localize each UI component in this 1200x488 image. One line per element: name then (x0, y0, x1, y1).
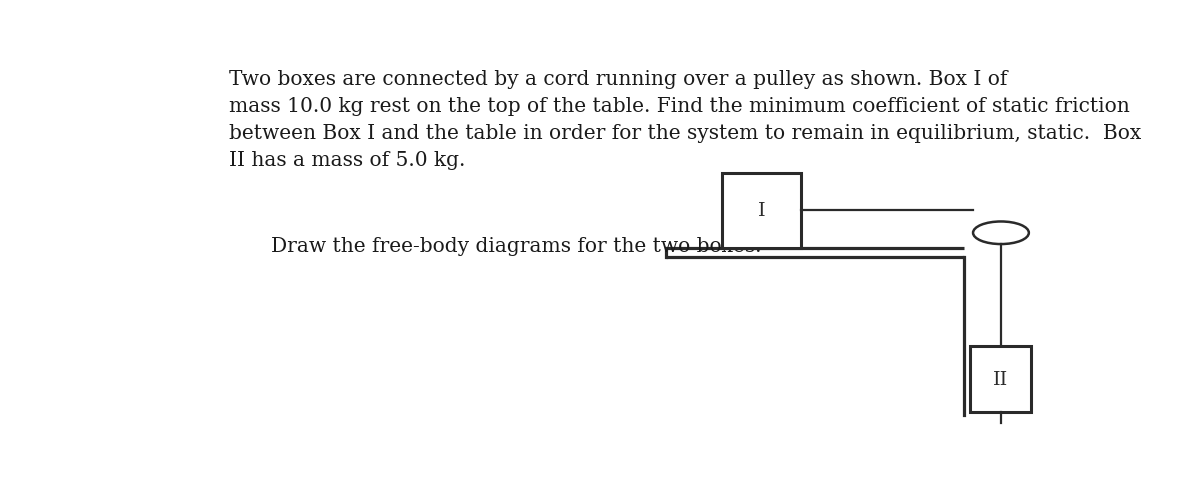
Bar (971, 346, 1031, 412)
Text: between Box I and the table in order for the system to remain in equilibrium, st: between Box I and the table in order for… (229, 124, 1141, 143)
Text: II: II (992, 370, 1008, 388)
Text: I: I (757, 202, 766, 220)
Bar (722, 173, 802, 248)
Text: II has a mass of 5.0 kg.: II has a mass of 5.0 kg. (229, 151, 466, 170)
Text: mass 10.0 kg rest on the top of the table. Find the minimum coefficient of stati: mass 10.0 kg rest on the top of the tabl… (229, 97, 1130, 116)
Text: Draw the free-body diagrams for the two boxes.: Draw the free-body diagrams for the two … (271, 237, 762, 256)
Text: Two boxes are connected by a cord running over a pulley as shown. Box I of: Two boxes are connected by a cord runnin… (229, 70, 1008, 89)
